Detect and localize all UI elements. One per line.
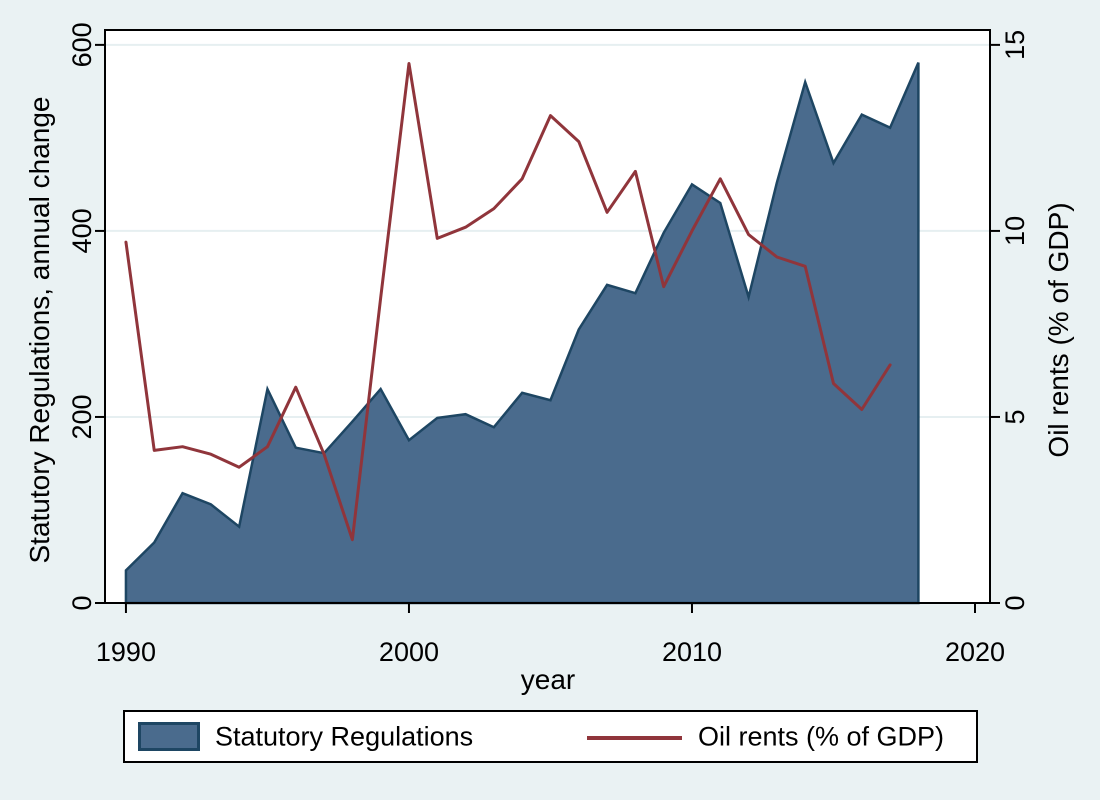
y-right-tick-label: 0 (1000, 595, 1030, 610)
y-left-tick-label: 400 (67, 208, 97, 253)
x-tick-label: 2010 (662, 637, 722, 667)
x-tick-label: 2000 (379, 637, 439, 667)
y-left-tick-label: 600 (67, 22, 97, 67)
legend-box: Statutory Regulations Oil rents (% of GD… (123, 710, 978, 763)
x-tick-label: 2020 (945, 637, 1005, 667)
line-series-oil-rents (124, 62, 892, 542)
y-right-tick-label: 5 (1000, 409, 1030, 424)
x-tick-label: 1990 (96, 637, 156, 667)
legend-line-sample (587, 736, 682, 740)
area-series-statutory-regulations (124, 62, 920, 605)
y-left-tick-label: 0 (67, 595, 97, 610)
plot-border (104, 29, 991, 604)
y-axis-title-left: Statutory Regulations, annual change (24, 96, 55, 564)
chart-plot: 0 200 400 600 0 5 10 15 1990 2000 2010 2020 (67, 22, 1030, 667)
legend-label-statutory-regulations: Statutory Regulations (215, 721, 474, 751)
legend-area-swatch (138, 722, 200, 751)
y-left-tick-label: 200 (67, 394, 97, 439)
y-axis-title-right: Oil rents (% of GDP) (1043, 202, 1074, 458)
y-right-tick-label: 15 (1000, 30, 1030, 60)
x-axis-title: year (520, 664, 576, 695)
y-right-tick-label: 10 (1000, 216, 1030, 246)
legend-label-oil-rents: Oil rents (% of GDP) (698, 721, 945, 751)
